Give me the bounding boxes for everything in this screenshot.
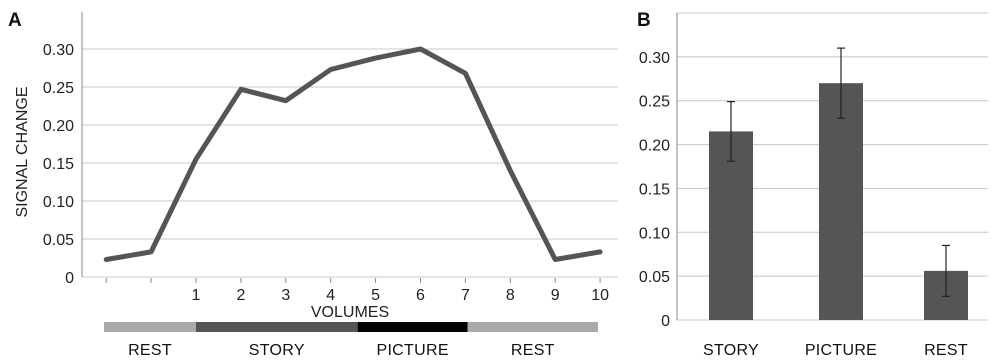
panel-a-line-chart: A SIGNAL CHANGE 0 0.05 0.10 0.15 0.20 0.25 0.3…: [8, 10, 618, 359]
a-x-tick-label: 10: [591, 287, 609, 304]
a-condition-label: PICTURE: [376, 342, 448, 359]
b-y-tick-label: 0.20: [639, 138, 670, 155]
a-x-tick-label: 4: [326, 287, 335, 304]
a-gridlines: [81, 12, 618, 283]
a-condition-labels: REST STORY PICTURE REST: [128, 342, 555, 359]
b-bar: [709, 131, 753, 320]
b-y-tick-label: 0: [661, 313, 670, 330]
b-y-tick-label: 0.10: [639, 225, 670, 242]
panel-a-label: A: [8, 10, 22, 31]
b-y-tick-label: 0.05: [639, 269, 670, 286]
a-y-tick-label: 0.10: [43, 194, 74, 211]
a-condition-bar: [104, 322, 598, 332]
b-y-tick-labels: 0 0.05 0.10 0.15 0.20 0.25 0.30: [639, 50, 670, 330]
a-x-tick-label: 2: [236, 287, 245, 304]
a-y-tick-label: 0.15: [43, 156, 74, 173]
a-y-tick-label: 0.30: [43, 42, 74, 59]
a-condition-label: STORY: [249, 342, 305, 359]
a-condition-label: REST: [128, 342, 172, 359]
a-y-tick-labels: 0 0.05 0.10 0.15 0.20 0.25 0.30: [43, 42, 74, 287]
a-x-tick-label: 7: [461, 287, 470, 304]
b-category-label: REST: [924, 342, 968, 359]
b-error-bars: [727, 47, 950, 297]
b-category-labels: STORY PICTURE REST: [703, 342, 968, 359]
a-y-tick-label: 0.05: [43, 232, 74, 249]
a-condition-segment: [467, 322, 598, 332]
a-x-tick-label: 5: [371, 287, 380, 304]
b-y-tick-label: 0.25: [639, 94, 670, 111]
b-bars: [709, 83, 968, 321]
a-x-tick-label: 6: [416, 287, 425, 304]
a-condition-segment: [104, 322, 196, 332]
a-signal-line: [103, 46, 603, 262]
panel-b-label: B: [637, 10, 651, 31]
a-y-tick-label: 0.20: [43, 118, 74, 135]
a-x-tick-labels: 1 2 3 4 5 6 7 8 9 10: [192, 287, 610, 304]
a-y-tick-label: 0: [65, 270, 74, 287]
a-y-tick-label: 0.25: [43, 80, 74, 97]
b-category-label: PICTURE: [805, 342, 877, 359]
panel-b-bar-chart: B 0 0.05 0.10 0.15 0.20 0.25 0.30 STORY PICTURE…: [637, 10, 988, 359]
a-x-axis-label: VOLUMES: [311, 304, 389, 321]
a-condition-label: REST: [511, 342, 555, 359]
a-condition-segment: [357, 322, 468, 332]
b-category-label: STORY: [703, 342, 759, 359]
a-x-tick-label: 8: [506, 287, 515, 304]
a-x-tick-label: 1: [192, 287, 201, 304]
a-condition-segment: [196, 322, 358, 332]
a-x-tick-label: 3: [281, 287, 290, 304]
a-y-axis-label: SIGNAL CHANGE: [14, 87, 31, 218]
b-bar: [819, 83, 863, 321]
b-y-tick-label: 0.15: [639, 181, 670, 198]
b-y-tick-label: 0.30: [639, 50, 670, 67]
a-x-tick-label: 9: [551, 287, 560, 304]
